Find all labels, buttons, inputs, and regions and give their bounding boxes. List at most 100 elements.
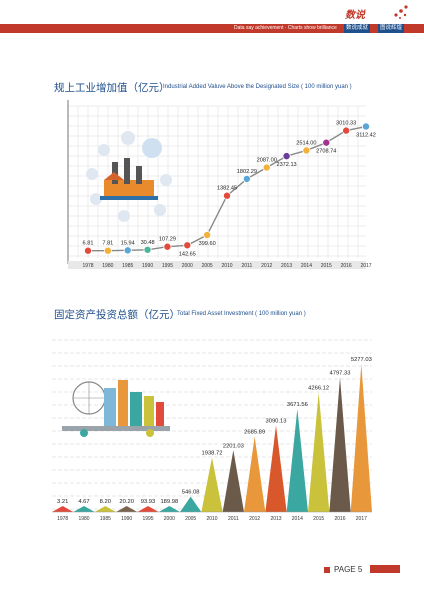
chart2-tick-1980: 1980 (78, 516, 89, 522)
chart1-data-label-2000: 142.65 (179, 251, 196, 257)
chart1-point-1990 (143, 245, 152, 254)
chart2-data-label-2000: 189.98 (160, 499, 178, 505)
chart2-data-label-2017: 5277.03 (351, 357, 372, 363)
chart2-data-label-2011: 2201.03 (223, 443, 244, 449)
chart2-bar-1995 (137, 506, 159, 512)
chart1-data-label-2010: 1382.45 (217, 186, 237, 192)
chart1-data-label-2012: 2087.00 (257, 158, 277, 164)
chart2-bar-1990 (116, 506, 138, 512)
chart2-data-label-1978: 3.21 (57, 499, 68, 505)
chart1-point-2012 (262, 163, 271, 172)
chart2-bar-1980 (73, 506, 95, 512)
chart2-tick-2011: 2011 (228, 516, 239, 522)
chart1-tick-1985: 1985 (122, 263, 133, 269)
chart1-tick-2010: 2010 (221, 263, 232, 269)
chart1-tick-2015: 2015 (321, 263, 332, 269)
chart1-point-2000 (183, 241, 192, 250)
chart1-tick-2011: 2011 (241, 263, 252, 269)
chart2-data-label-1995: 93.93 (141, 499, 156, 505)
footer-accent-square (324, 567, 330, 573)
chart1-data-label-1990: 30.48 (141, 240, 155, 246)
chart1-data-label-2013: 2372.13 (276, 162, 296, 168)
chart1-point-2015 (322, 138, 331, 147)
chart2-tick-1978: 1978 (57, 516, 68, 522)
chart1-tick-2016: 2016 (341, 263, 352, 269)
chart1-data-label-2015: 2708.74 (316, 149, 336, 155)
chart1-point-1985 (123, 246, 132, 255)
chart2-tick-2014: 2014 (292, 516, 303, 522)
chart1-data-label-2016: 3010.33 (336, 121, 356, 127)
header-banner: 数说 Data say achievement · Charts show br… (0, 0, 424, 36)
chart1-point-2011 (242, 174, 251, 183)
chart2-data-label-1990: 20.20 (119, 499, 134, 505)
chart1-data-label-2011: 1802.29 (237, 169, 257, 175)
chart2-tick-1985: 1985 (100, 516, 111, 522)
chart2-tick-2010: 2010 (206, 516, 217, 522)
chart1-tick-2014: 2014 (301, 263, 312, 269)
chart2-bar-2011 (222, 450, 244, 512)
chart1-point-2005 (203, 231, 212, 240)
chart2-tick-2015: 2015 (313, 516, 324, 522)
chart2-tick-2000: 2000 (164, 516, 175, 522)
chart1-data-label-1980: 7.81 (102, 241, 113, 247)
logo-dots-icon (392, 4, 410, 25)
header-tag-1: 数说成就 (344, 24, 371, 33)
chart2-data-label-2016: 4797.33 (330, 370, 351, 376)
chart2-data-label-2014: 3671.56 (287, 402, 308, 408)
chart1-tick-2012: 2012 (261, 263, 272, 269)
chart2-bar-2017 (350, 364, 372, 512)
chart2-data-label-2012: 2685.89 (244, 430, 265, 436)
chart1-tick-2013: 2013 (281, 263, 292, 269)
chart1-point-2013 (282, 152, 291, 161)
chart1-grid (67, 100, 366, 264)
chart2-tick-2017: 2017 (356, 516, 367, 522)
chart2-bar-1985 (94, 506, 116, 512)
chart2-bar-2000 (158, 506, 180, 512)
section1-title-cn: 规上工业增加值（亿元） (54, 82, 170, 94)
chart1-point-1995 (163, 242, 172, 251)
section2-title-cn: 固定资产投资总额（亿元） (54, 309, 180, 321)
chart2-data-label-2005: 546.08 (182, 490, 200, 496)
chart1-point-2016 (342, 126, 351, 135)
chart1-point-2014 (302, 146, 311, 155)
chart2-tick-2005: 2005 (185, 516, 196, 522)
chart1-tick-1978: 1978 (82, 263, 93, 269)
chart2-bar-2013 (265, 425, 287, 512)
chart1-data-label-1995: 107.29 (159, 237, 176, 243)
chart1-point-1980 (103, 246, 112, 255)
chart1-data-label-1978: 6.81 (83, 241, 94, 247)
chart1-factory-illustration (86, 131, 172, 222)
section1-title-en: Industrial Added Valuve Above the Design… (163, 84, 352, 90)
chart1-data-label-2017: 3112.42 (356, 133, 376, 139)
chart1-tick-1990: 1990 (142, 263, 153, 269)
chart1-tick-1980: 1980 (102, 263, 113, 269)
chart2-bar-1978 (52, 506, 74, 512)
page-number: PAGE 5 (334, 565, 363, 574)
chart2-tick-2012: 2012 (249, 516, 260, 522)
chart1-data-label-2014: 2514.00 (296, 140, 316, 146)
header-tag-2: 图说辉煌 (378, 24, 405, 33)
chart2-bar-2012 (244, 436, 266, 512)
chart1-tick-1995: 1995 (162, 263, 173, 269)
chart1-point-1978 (84, 246, 93, 255)
chart2-tick-2016: 2016 (334, 516, 345, 522)
chart2-data-label-1985: 8.20 (100, 499, 111, 505)
header-bar (0, 24, 424, 33)
chart1-tick-2005: 2005 (202, 263, 213, 269)
chart2-bar-2005 (180, 496, 202, 512)
section2-title-en: Total Fixed Asset Investment ( 100 milli… (177, 311, 306, 317)
chart2-data-label-2010: 1938.72 (202, 451, 223, 457)
chart2-data-label-2013: 3090.13 (266, 418, 287, 424)
chart1-point-2017 (361, 122, 370, 131)
chart2-bar-2015 (308, 392, 330, 512)
chart1-data-label-1985: 15.94 (121, 240, 135, 246)
chart2-city-illustration (62, 380, 170, 437)
chart2-bar-2014 (286, 409, 308, 512)
header-slogan: Data say achievement · Charts show brill… (234, 24, 337, 31)
chart2-tick-1995: 1995 (142, 516, 153, 522)
chart2-bar-2010 (201, 457, 223, 512)
chart2-bar-2016 (329, 377, 351, 512)
chart2-tick-2013: 2013 (270, 516, 281, 522)
